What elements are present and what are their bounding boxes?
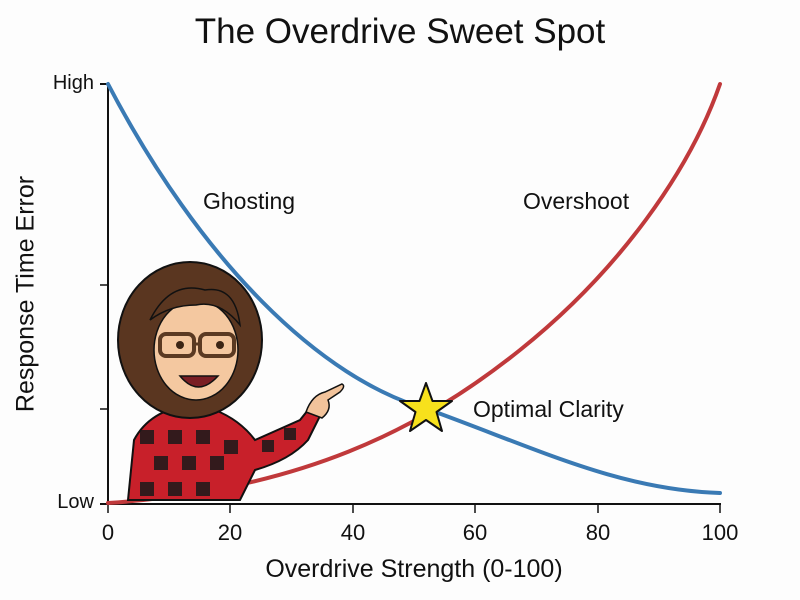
y-tick-high: High [52, 72, 94, 94]
overshoot-label: Overshoot [523, 188, 630, 214]
x-tick-80: 80 [585, 520, 611, 545]
x-tick-20: 20 [217, 520, 243, 545]
presenter-illustration [117, 261, 345, 501]
y-tick-low: Low [57, 491, 94, 513]
optimal-star-icon [399, 382, 453, 432]
ghosting-label: Ghosting [203, 188, 296, 214]
optimal-clarity-label: Optimal Clarity [473, 396, 624, 422]
x-tick-0: 0 [101, 520, 115, 545]
x-tick-60: 60 [462, 520, 488, 545]
x-ticks [107, 504, 721, 513]
chart-title: The Overdrive Sweet Spot [194, 12, 606, 51]
x-axis-label: Overdrive Strength (0-100) [265, 555, 563, 583]
x-tick-40: 40 [340, 520, 366, 545]
x-tick-100: 100 [701, 520, 739, 545]
overshoot-curve [106, 82, 722, 505]
y-axis-label: Response Time Error [11, 175, 40, 413]
y-ticks [100, 83, 108, 505]
